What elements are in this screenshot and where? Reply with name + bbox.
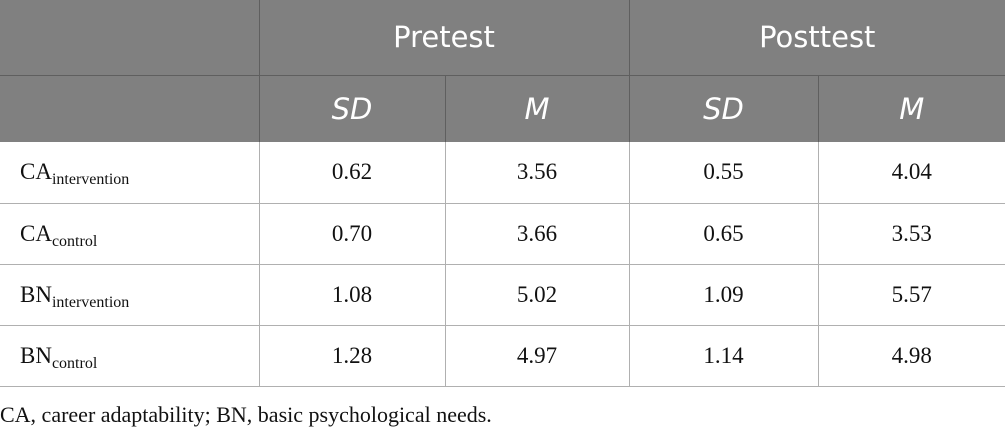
row-label-base: BN [20, 342, 52, 368]
row-label: CAcontrol [0, 203, 259, 265]
sub-header-pretest-m: M [444, 75, 629, 142]
corner-cell-sub [0, 75, 259, 142]
row-label: BNintervention [0, 264, 259, 326]
row-label-base: CA [20, 220, 52, 246]
cell-posttest-m: 5.57 [817, 264, 1005, 326]
row-label-subscript: control [51, 354, 98, 372]
row-label-subscript: intervention [51, 293, 130, 311]
row-label-subscript: intervention [51, 171, 130, 189]
cell-posttest-m: 4.04 [817, 142, 1005, 204]
cell-pretest-m: 4.97 [444, 325, 629, 387]
cell-posttest-sd: 0.65 [628, 203, 818, 265]
cell-posttest-sd: 0.55 [628, 142, 818, 204]
table-row: CAcontrol 0.70 3.66 0.65 3.53 [0, 203, 1005, 265]
row-label: CAintervention [0, 142, 259, 204]
sub-header-posttest-m: M [817, 75, 1005, 142]
group-header-row: Pretest Posttest [0, 0, 1005, 76]
group-header-pretest: Pretest [258, 0, 629, 76]
table-row: CAintervention 0.62 3.56 0.55 4.04 [0, 142, 1005, 204]
cell-pretest-m: 3.56 [444, 142, 629, 204]
cell-pretest-sd: 1.28 [258, 325, 445, 387]
cell-posttest-m: 4.98 [817, 325, 1005, 387]
cell-posttest-m: 3.53 [817, 203, 1005, 265]
table-row: BNcontrol 1.28 4.97 1.14 4.98 [0, 325, 1005, 387]
cell-pretest-m: 3.66 [444, 203, 629, 265]
cell-posttest-sd: 1.09 [628, 264, 818, 326]
sub-header-pretest-sd: SD [258, 75, 445, 142]
cell-pretest-m: 5.02 [444, 264, 629, 326]
corner-cell [0, 0, 259, 76]
row-label-subscript: control [51, 232, 98, 250]
cell-pretest-sd: 0.70 [258, 203, 445, 265]
table-footnote: CA, career adaptability; BN, basic psych… [0, 402, 492, 427]
cell-pretest-sd: 1.08 [258, 264, 445, 326]
cell-pretest-sd: 0.62 [258, 142, 445, 204]
table-row: BNintervention 1.08 5.02 1.09 5.57 [0, 264, 1005, 326]
row-label-base: BN [20, 281, 52, 307]
group-header-posttest: Posttest [628, 0, 1005, 76]
row-label-base: CA [20, 159, 52, 185]
sub-header-row: SD M SD M [0, 75, 1005, 142]
sub-header-posttest-sd: SD [628, 75, 818, 142]
cell-posttest-sd: 1.14 [628, 325, 818, 387]
stats-table: Pretest Posttest SD M SD M CAinterventio… [0, 0, 1005, 387]
row-label: BNcontrol [0, 325, 259, 387]
